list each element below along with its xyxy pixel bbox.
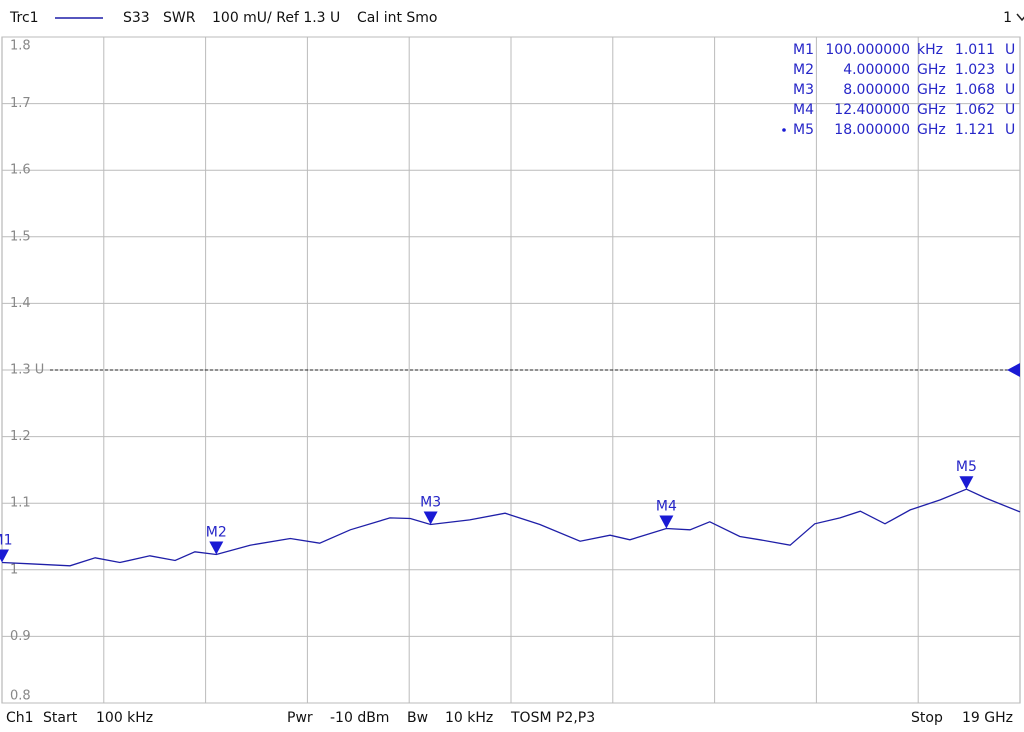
marker-table-unit: U <box>1005 122 1015 138</box>
marker-table-value: 1.121 <box>955 122 995 138</box>
y-tick-label: 1.4 <box>10 296 31 311</box>
channel-chevron[interactable] <box>1016 13 1024 22</box>
y-tick-label: 0.9 <box>10 629 31 644</box>
marker-table-stimulus-unit: GHz <box>917 62 946 78</box>
active-marker-dot <box>782 128 786 132</box>
footer-item: TOSM P2,P3 <box>510 710 595 726</box>
marker-table-unit: U <box>1005 42 1015 58</box>
legend-entry: Trc1 <box>9 10 39 26</box>
marker-triangle <box>423 511 438 525</box>
header-item: Cal int Smo <box>357 10 438 26</box>
header-item: S33 <box>123 10 150 26</box>
marker-table-name: M1 <box>793 42 814 58</box>
marker-table-unit: U <box>1005 62 1015 78</box>
marker-table-stimulus: 4.000000 <box>843 62 910 78</box>
marker-table-stimulus: 100.000000 <box>825 42 910 58</box>
marker-table-stimulus-unit: GHz <box>917 82 946 98</box>
y-tick-label: 1 <box>10 562 18 577</box>
footer-item: 10 kHz <box>445 710 493 726</box>
marker-table-name: M4 <box>793 102 814 118</box>
footer-item: Ch1 <box>6 710 34 726</box>
trace-line <box>1 488 1021 567</box>
marker-table-unit: U <box>1005 82 1015 98</box>
marker-table-stimulus: 18.000000 <box>834 122 910 138</box>
footer-item: 100 kHz <box>96 710 153 726</box>
marker-label: M2 <box>206 524 227 540</box>
marker-label: M3 <box>420 495 441 511</box>
header-item: 100 mU/ Ref 1.3 U <box>212 10 340 26</box>
marker-triangle <box>959 476 974 490</box>
marker-table-stimulus-unit: GHz <box>917 122 946 138</box>
marker-table-stimulus: 12.400000 <box>834 102 910 118</box>
marker-table-name: M5 <box>793 122 814 138</box>
footer-item: Stop <box>911 710 943 726</box>
footer-item: Start <box>43 710 78 726</box>
y-tick-label: 1.6 <box>10 163 31 178</box>
marker-table-stimulus: 8.000000 <box>843 82 910 98</box>
marker-table-value: 1.068 <box>955 82 995 98</box>
marker-table-stimulus-unit: kHz <box>917 42 943 58</box>
footer-item: Pwr <box>287 710 313 726</box>
marker-table-name: M2 <box>793 62 814 78</box>
y-tick-label: 1.8 <box>10 39 31 54</box>
footer-item: -10 dBm <box>330 710 389 726</box>
marker-table-value: 1.062 <box>955 102 995 118</box>
marker-label: M1 <box>0 532 13 548</box>
marker-label: M4 <box>656 499 677 515</box>
marker-triangle <box>659 515 674 529</box>
y-tick-label: 1.3 U <box>10 363 44 378</box>
header-item: SWR <box>163 10 196 26</box>
marker-triangle <box>0 549 9 563</box>
marker-label: M5 <box>956 459 977 475</box>
reference-arrow <box>1007 363 1020 377</box>
footer-item: 19 GHz <box>962 710 1013 726</box>
marker-triangle <box>209 541 224 555</box>
y-tick-label: 1.1 <box>10 496 31 511</box>
y-tick-label: 1.2 <box>10 429 31 444</box>
footer-item: Bw <box>407 710 428 726</box>
y-tick-label: 1.5 <box>10 229 31 244</box>
y-tick-label: 0.8 <box>10 689 31 704</box>
marker-table-value: 1.011 <box>955 42 995 58</box>
y-tick-label: 1.7 <box>10 96 31 111</box>
channel-number: 1 <box>1003 10 1012 26</box>
marker-table-value: 1.023 <box>955 62 995 78</box>
marker-table-name: M3 <box>793 82 814 98</box>
marker-table-stimulus-unit: GHz <box>917 102 946 118</box>
marker-table-unit: U <box>1005 102 1015 118</box>
